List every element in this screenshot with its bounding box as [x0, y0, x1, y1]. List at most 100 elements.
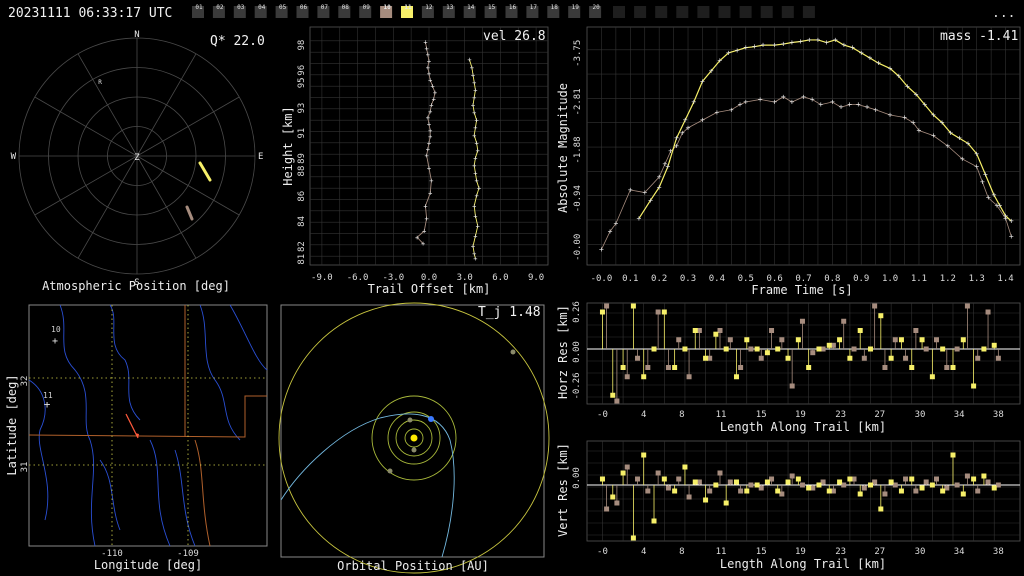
- cam11-marker: [599, 309, 605, 315]
- cam11-marker: [816, 482, 822, 488]
- camera-toggle-11[interactable]: [401, 6, 413, 18]
- camera-label: 08: [342, 4, 350, 11]
- cam10-marker: [614, 398, 620, 404]
- camera-toggle-08[interactable]: [338, 6, 351, 18]
- cam10-point: +: [738, 100, 743, 109]
- cam11-point: +: [472, 94, 476, 102]
- camera-slot-empty: [781, 6, 794, 18]
- orbit-plot: [278, 302, 550, 574]
- cam10-marker: [707, 355, 713, 361]
- cam11-point: +: [735, 46, 740, 55]
- map-rivers: [28, 304, 268, 547]
- cam11-marker: [754, 346, 760, 352]
- cam10-point: +: [428, 108, 432, 116]
- tick-label: -0.26: [572, 372, 582, 399]
- cam11-point: +: [781, 40, 786, 49]
- camera-toggle-02[interactable]: [212, 6, 225, 18]
- river: [59, 304, 96, 547]
- cam10-marker: [676, 476, 682, 482]
- sky-spoke: [77, 53, 138, 157]
- camera-toggle-01[interactable]: [192, 6, 204, 18]
- cam11-marker: [991, 485, 997, 491]
- camera-toggle-10[interactable]: [380, 6, 393, 18]
- cam11-point: +: [743, 43, 748, 52]
- trail-panel: -9.0 -6.0 -3.0 0.0 3.0 6.0 9.0 81 82 84 86 88 89 91 93…: [281, 26, 549, 296]
- cam11-point: +: [983, 170, 988, 179]
- cam10-point: +: [1009, 232, 1014, 241]
- camera-toggle-15[interactable]: [484, 6, 497, 18]
- river: [109, 304, 141, 421]
- camera-toggle-19[interactable]: [568, 6, 581, 18]
- camera-label: 05: [279, 4, 287, 11]
- cam11-point: +: [472, 162, 476, 170]
- tick-label: 1.0: [882, 274, 898, 284]
- trail-ylabel: Height [km]: [281, 106, 295, 185]
- cam11-marker: [692, 328, 698, 333]
- camera-toggle-20[interactable]: [589, 6, 602, 18]
- cam11-marker: [661, 476, 667, 482]
- camera-toggle-04[interactable]: [254, 6, 267, 18]
- cam10-point: +: [628, 185, 633, 194]
- sky-spoke: [136, 96, 240, 157]
- camera-toggle-07[interactable]: [317, 6, 330, 18]
- cam10-point: +: [986, 193, 991, 202]
- cam11-point: +: [472, 109, 476, 117]
- cam10-marker: [923, 479, 929, 485]
- cam10-point: +: [426, 114, 430, 122]
- cam11-point: +: [896, 72, 901, 81]
- cam11-marker: [857, 328, 863, 333]
- tick-label: 1.3: [969, 274, 985, 284]
- tick-label: 0.00: [572, 341, 582, 363]
- sky-panel: N E S W Z R Q* 22.0 Atmospheric Position [deg…: [11, 30, 265, 293]
- camera-toggle-09[interactable]: [359, 6, 372, 18]
- cam11-point: +: [674, 134, 679, 143]
- vert-res-panel: -0 4 8 11 15 19 23 27 30 34 38 0.00 Length Along Tr…: [556, 440, 1021, 571]
- camera-toggle-13[interactable]: [442, 6, 455, 18]
- camera-toggle-18[interactable]: [547, 6, 560, 18]
- camera-slot-empty: [760, 6, 773, 18]
- cam10-marker: [954, 482, 960, 488]
- cam11-point: +: [473, 212, 477, 220]
- camera-selector-strip: 01 02 03 04 05 06 07 08 09 10 11 12 13 14 15 16 17 18 19 20: [192, 4, 815, 18]
- camera-label: 14: [467, 4, 475, 11]
- cam10-point: +: [888, 110, 893, 119]
- camera-label: 06: [300, 4, 308, 11]
- menu-button[interactable]: ...: [992, 6, 1015, 21]
- tick-label: 3.0: [457, 273, 473, 283]
- cam11-marker: [651, 346, 657, 352]
- camera-toggle-06[interactable]: [296, 6, 309, 18]
- cam11-marker: [878, 313, 884, 319]
- mass-label: mass -1.41: [940, 29, 1018, 44]
- camera-toggle-16[interactable]: [505, 6, 518, 18]
- tick-label: 1.4: [997, 274, 1013, 284]
- map-gridlines: [29, 305, 267, 546]
- cam11-marker: [723, 346, 729, 352]
- cam11-marker: [692, 479, 698, 485]
- camera-label: 07: [321, 4, 329, 11]
- border: [194, 439, 211, 547]
- camera-toggle-12[interactable]: [421, 6, 434, 18]
- cam10-marker: [665, 365, 671, 370]
- cam11-point: +: [992, 191, 997, 200]
- cam10-marker: [717, 470, 723, 476]
- station-11-label: 11: [43, 391, 53, 400]
- tick-label: 15: [756, 547, 767, 557]
- camera-toggle-03[interactable]: [233, 6, 246, 18]
- cam10-marker: [841, 318, 847, 324]
- cam11-point: +: [472, 202, 476, 210]
- cam11-marker: [868, 482, 874, 488]
- camera-toggle-17[interactable]: [526, 6, 539, 18]
- tick-label: 38: [993, 547, 1004, 557]
- cam11-marker: [981, 346, 987, 352]
- camera-toggle-14[interactable]: [463, 6, 476, 18]
- cam10-marker: [624, 464, 630, 470]
- sky-spoke: [136, 155, 197, 259]
- cam10-line: [601, 96, 1012, 250]
- tick-label: 0.3: [680, 274, 696, 284]
- cam10-point: +: [818, 100, 823, 109]
- river: [28, 379, 49, 521]
- camera-toggle-05[interactable]: [275, 6, 288, 18]
- cam11-marker: [898, 337, 904, 343]
- tick-label: 19: [795, 410, 806, 420]
- cam10-point: +: [663, 160, 668, 169]
